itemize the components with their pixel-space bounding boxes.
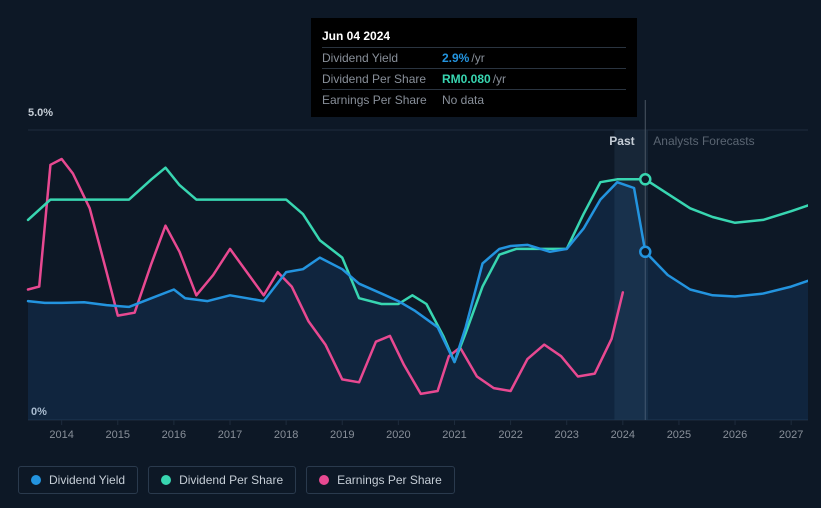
y-max-label: 5.0%	[28, 107, 53, 119]
x-tick-label: 2019	[330, 429, 354, 441]
past-label: Past	[609, 134, 634, 148]
legend-label: Earnings Per Share	[337, 473, 442, 487]
legend-item-dividend-per-share[interactable]: Dividend Per Share	[148, 466, 296, 494]
x-tick-label: 2021	[442, 429, 466, 441]
legend-dot	[161, 475, 171, 485]
x-tick-label: 2024	[611, 429, 635, 441]
chart-container: 5.0%0%2014201520162017201820192020202120…	[18, 100, 808, 460]
x-tick-label: 2016	[162, 429, 186, 441]
tooltip-date: Jun 04 2024	[322, 25, 626, 47]
tooltip-metric-label: Earnings Per Share	[322, 93, 442, 107]
tooltip-no-data: No data	[442, 93, 484, 107]
tooltip-value: RM0.080	[442, 72, 491, 86]
x-tick-label: 2015	[106, 429, 130, 441]
analysts-forecasts-label: Analysts Forecasts	[653, 134, 754, 148]
x-tick-label: 2020	[386, 429, 410, 441]
legend-label: Dividend Per Share	[179, 473, 283, 487]
x-tick-label: 2026	[723, 429, 747, 441]
legend-item-earnings-per-share[interactable]: Earnings Per Share	[306, 466, 455, 494]
tooltip-metric-label: Dividend Yield	[322, 51, 442, 65]
legend-dot	[319, 475, 329, 485]
tooltip-row: Dividend Per ShareRM0.080 /yr	[322, 68, 626, 89]
x-tick-label: 2023	[554, 429, 578, 441]
tooltip-row: Dividend Yield2.9% /yr	[322, 47, 626, 68]
dividend-yield-marker	[640, 247, 650, 257]
chart-tooltip: Jun 04 2024 Dividend Yield2.9% /yrDivide…	[311, 18, 637, 117]
x-tick-label: 2025	[667, 429, 691, 441]
x-tick-label: 2018	[274, 429, 298, 441]
x-tick-label: 2017	[218, 429, 242, 441]
x-tick-label: 2014	[49, 429, 73, 441]
legend-dot	[31, 475, 41, 485]
tooltip-value: 2.9%	[442, 51, 469, 65]
dividend-chart[interactable]: 5.0%0%2014201520162017201820192020202120…	[18, 100, 808, 460]
x-tick-label: 2022	[498, 429, 522, 441]
chart-legend: Dividend Yield Dividend Per Share Earnings…	[18, 466, 455, 494]
x-tick-label: 2027	[779, 429, 803, 441]
tooltip-metric-label: Dividend Per Share	[322, 72, 442, 86]
legend-label: Dividend Yield	[49, 473, 125, 487]
tooltip-unit: /yr	[493, 72, 506, 86]
dividend-per-share-marker	[640, 174, 650, 184]
tooltip-unit: /yr	[471, 51, 484, 65]
legend-item-dividend-yield[interactable]: Dividend Yield	[18, 466, 138, 494]
tooltip-row: Earnings Per ShareNo data	[322, 89, 626, 110]
